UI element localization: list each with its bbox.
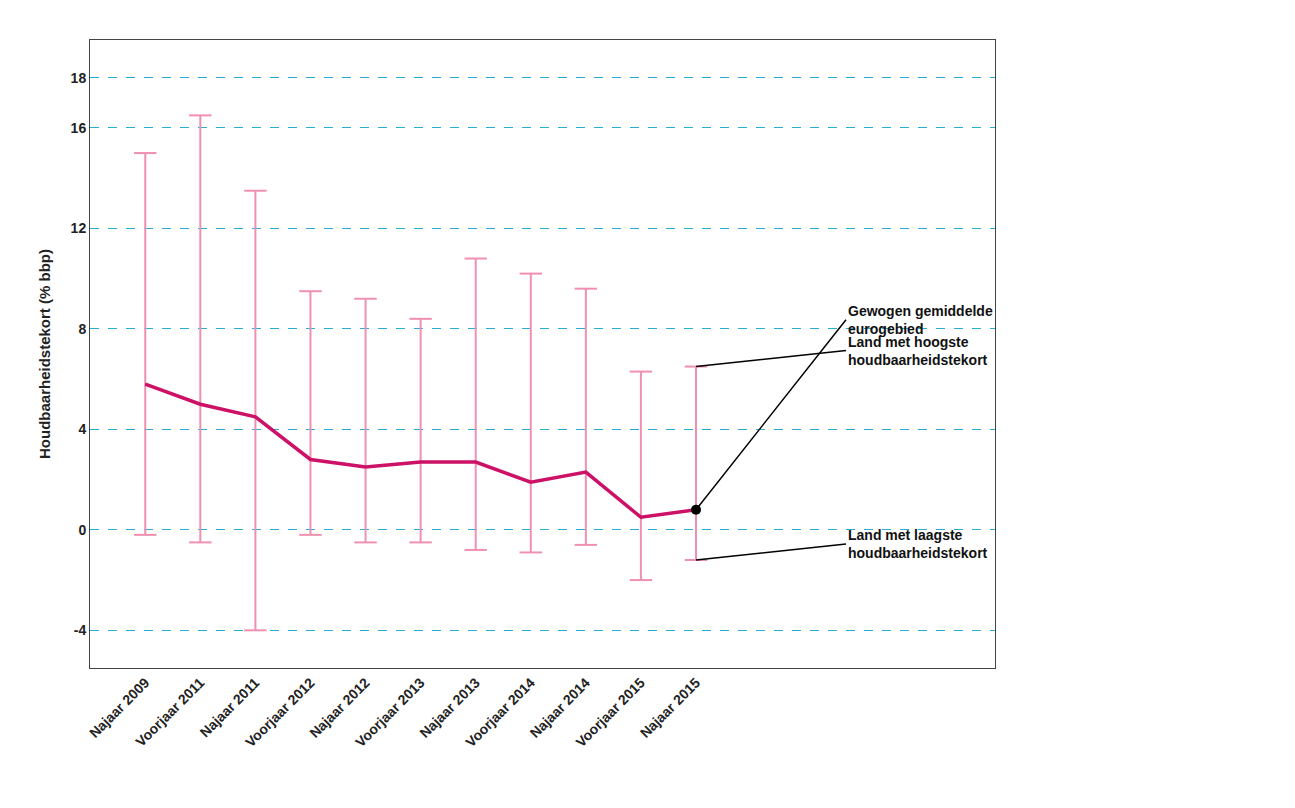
svg-text:Voorjaar 2011: Voorjaar 2011 [132, 674, 207, 749]
svg-text:Gewogen gemiddeldeeurogebied: Gewogen gemiddeldeeurogebied [848, 303, 993, 337]
svg-text:Houdbaarheidstekort (% bbp): Houdbaarheidstekort (% bbp) [36, 249, 53, 459]
svg-text:Voorjaar 2014: Voorjaar 2014 [462, 674, 538, 750]
svg-text:Voorjaar 2013: Voorjaar 2013 [352, 674, 428, 750]
svg-text:12: 12 [71, 220, 87, 236]
svg-text:Voorjaar 2015: Voorjaar 2015 [572, 674, 648, 750]
svg-text:Land met laagstehoudbaarheidst: Land met laagstehoudbaarheidstekort [848, 527, 988, 561]
svg-text:-4: -4 [74, 622, 87, 638]
svg-text:16: 16 [71, 120, 87, 136]
svg-text:8: 8 [78, 321, 86, 337]
svg-text:Najaar 2011: Najaar 2011 [197, 674, 263, 740]
svg-text:0: 0 [78, 522, 86, 538]
svg-text:Najaar 2012: Najaar 2012 [306, 674, 373, 741]
svg-text:Najaar 2014: Najaar 2014 [527, 674, 594, 741]
svg-text:Voorjaar 2012: Voorjaar 2012 [242, 674, 318, 750]
svg-text:Najaar 2009: Najaar 2009 [86, 674, 153, 741]
svg-text:18: 18 [71, 70, 87, 86]
svg-text:4: 4 [78, 421, 86, 437]
svg-text:Najaar 2015: Najaar 2015 [637, 674, 704, 741]
svg-text:Land met hoogstehoudbaarheidst: Land met hoogstehoudbaarheidstekort [848, 334, 988, 368]
svg-text:Najaar 2013: Najaar 2013 [416, 674, 483, 741]
